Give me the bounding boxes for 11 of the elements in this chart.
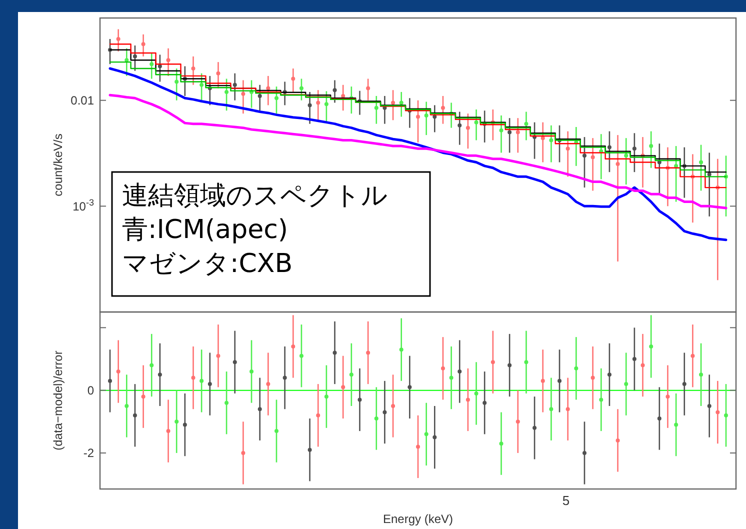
annotation: 連結領域のスペクトル <box>122 181 388 211</box>
y-axis-title: count/keV/s <box>51 134 65 196</box>
annotation: 青:ICM(apec) <box>122 215 288 245</box>
annotation: マゼンタ:CXB <box>122 249 293 279</box>
text: 5 <box>562 493 570 508</box>
y-axis-title: (data−model)/error <box>51 350 65 450</box>
x-axis-title: Energy (keV) <box>382 512 454 526</box>
y-tick-label: 0.01 <box>70 94 94 108</box>
y-tick-label: 0 <box>87 384 94 398</box>
y-tick-label: 10$^{-3}$ <box>72 197 94 214</box>
y-tick-label: -2 <box>83 446 94 460</box>
